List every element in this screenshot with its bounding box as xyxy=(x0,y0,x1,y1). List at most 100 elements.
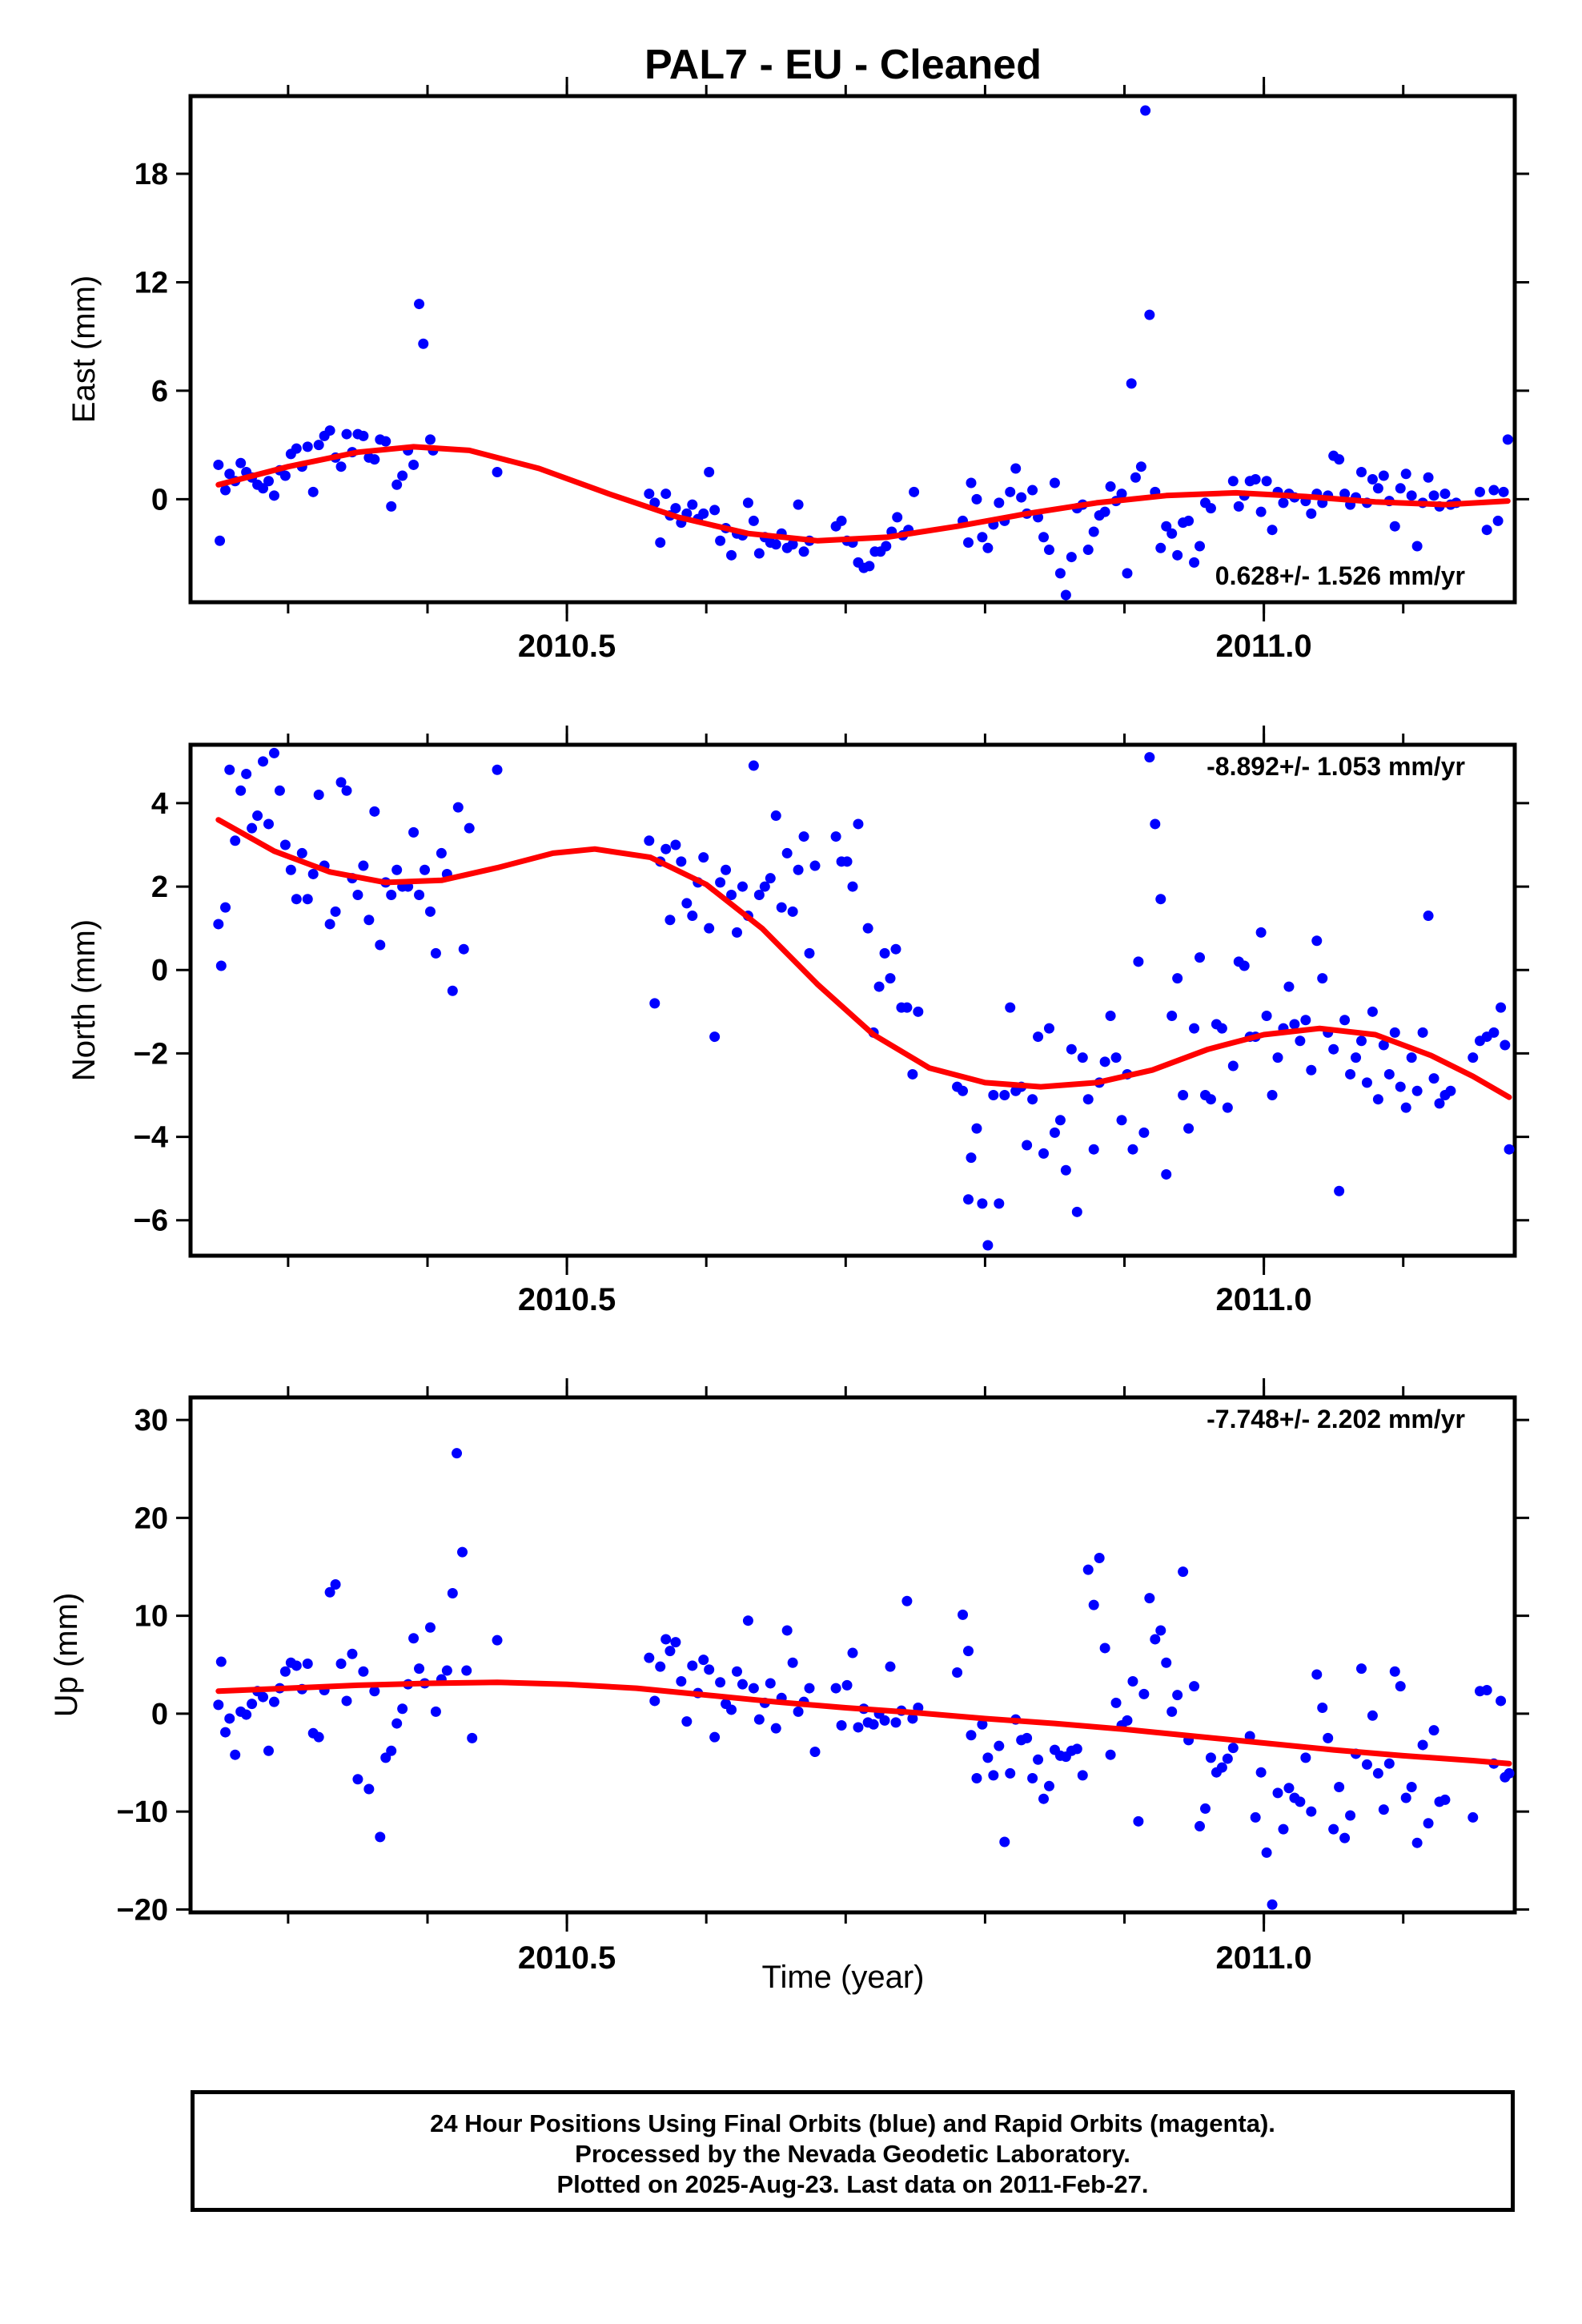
north-data-point-88 xyxy=(885,973,896,984)
east-data-point-10 xyxy=(263,476,274,487)
east-data-point-159 xyxy=(1372,483,1383,494)
up-data-point-152 xyxy=(1272,1787,1283,1799)
up-fit-curve xyxy=(215,1679,1512,1767)
north-data-point-155 xyxy=(1289,1019,1300,1030)
north-data-point-65 xyxy=(737,881,748,892)
north-data-point-22 xyxy=(330,906,341,917)
up-data-point-96 xyxy=(952,1667,963,1679)
north-data-point-12 xyxy=(274,785,285,796)
up-data-point-183 xyxy=(1468,1811,1479,1823)
up-data-point-153 xyxy=(1278,1823,1289,1835)
up-data-point-56 xyxy=(681,1716,693,1727)
east-data-point-124 xyxy=(1155,542,1166,553)
east-data-point-162 xyxy=(1389,521,1400,532)
up-data-point-145 xyxy=(1222,1753,1233,1764)
north-data-point-87 xyxy=(879,947,890,959)
east-data-point-36 xyxy=(408,459,420,470)
north-data-point-116 xyxy=(1071,1206,1082,1217)
up-data-point-51 xyxy=(655,1661,666,1672)
up-data-point-170 xyxy=(1372,1767,1383,1779)
north-data-point-95 xyxy=(958,1085,969,1096)
east-data-point-100 xyxy=(1027,485,1038,496)
east-data-point-130 xyxy=(1189,557,1200,568)
north-data-point-7 xyxy=(247,822,258,834)
east-data-point-111 xyxy=(1088,526,1099,537)
east-data-point-133 xyxy=(1205,503,1216,514)
north-data-point-44 xyxy=(452,802,464,813)
east-data-point-147 xyxy=(1306,508,1317,519)
caption-box: 24 Hour Positions Using Final Orbits (bl… xyxy=(191,2090,1515,2212)
east-data-point-110 xyxy=(1082,545,1094,556)
north-data-point-36 xyxy=(408,826,420,838)
north-data-point-164 xyxy=(1339,1015,1351,1026)
up-data-point-36 xyxy=(408,1633,420,1644)
up-data-point-164 xyxy=(1339,1832,1351,1844)
north-data-point-132 xyxy=(1161,1168,1172,1180)
east-data-point-156 xyxy=(1355,466,1367,477)
north-data-point-174 xyxy=(1395,1081,1406,1092)
north-data-point-102 xyxy=(994,1198,1005,1209)
north-y-tick-label-2: −2 xyxy=(134,1037,168,1071)
north-data-point-126 xyxy=(1127,1144,1138,1155)
east-data-point-1 xyxy=(215,535,226,546)
up-data-point-91 xyxy=(890,1717,901,1728)
east-data-point-88 xyxy=(963,537,974,549)
up-data-point-133 xyxy=(1155,1625,1166,1636)
up-y-tick-label-4: 20 xyxy=(135,1502,168,1535)
east-data-point-38 xyxy=(418,338,429,349)
north-data-point-60 xyxy=(709,1031,721,1043)
north-data-point-110 xyxy=(1038,1148,1050,1159)
east-data-point-27 xyxy=(358,430,369,441)
east-data-point-81 xyxy=(881,541,892,552)
east-data-point-45 xyxy=(661,489,672,500)
up-data-point-112 xyxy=(1038,1793,1050,1804)
up-data-point-100 xyxy=(971,1773,982,1784)
north-data-point-75 xyxy=(793,864,804,875)
up-data-point-48 xyxy=(492,1634,503,1646)
north-data-point-121 xyxy=(1099,1056,1110,1068)
east-data-point-116 xyxy=(1116,489,1127,500)
east-data-point-98 xyxy=(1016,492,1027,503)
north-data-point-17 xyxy=(302,894,313,905)
east-data-point-118 xyxy=(1126,378,1137,389)
up-data-point-32 xyxy=(386,1745,397,1756)
up-data-point-121 xyxy=(1088,1599,1099,1610)
east-data-point-97 xyxy=(1010,463,1022,474)
north-data-point-27 xyxy=(358,860,369,871)
east-data-point-121 xyxy=(1140,105,1151,116)
north-data-point-96 xyxy=(963,1194,974,1205)
north-data-points xyxy=(213,747,1515,1251)
east-data-point-129 xyxy=(1183,515,1195,526)
north-data-point-167 xyxy=(1355,1035,1367,1047)
north-y-tick-label-4: 2 xyxy=(151,870,168,904)
east-data-point-165 xyxy=(1406,490,1417,501)
north-data-point-188 xyxy=(1496,1002,1507,1013)
east-data-point-177 xyxy=(1492,515,1504,526)
up-data-point-139 xyxy=(1189,1681,1200,1692)
north-data-point-162 xyxy=(1328,1043,1339,1055)
north-data-point-111 xyxy=(1043,1023,1054,1034)
up-data-point-123 xyxy=(1099,1642,1110,1654)
up-data-point-57 xyxy=(687,1660,698,1671)
north-data-point-46 xyxy=(464,822,475,834)
up-data-point-136 xyxy=(1172,1690,1183,1701)
up-data-point-128 xyxy=(1127,1676,1138,1687)
east-data-point-103 xyxy=(1043,545,1054,556)
north-data-point-180 xyxy=(1428,1073,1439,1084)
east-data-point-11 xyxy=(268,490,279,501)
north-data-point-114 xyxy=(1060,1164,1071,1176)
east-data-point-62 xyxy=(753,548,765,559)
north-y-axis-label: North (mm) xyxy=(66,919,102,1081)
up-y-axis-label: Up (mm) xyxy=(49,1593,84,1718)
north-data-point-70 xyxy=(765,873,776,884)
north-data-point-107 xyxy=(1022,1140,1033,1151)
east-data-point-78 xyxy=(864,561,875,572)
up-data-point-178 xyxy=(1417,1739,1428,1751)
north-data-point-142 xyxy=(1216,1023,1227,1034)
up-data-point-69 xyxy=(753,1714,765,1725)
north-data-point-190 xyxy=(1504,1144,1515,1155)
north-y-tick-label-0: −6 xyxy=(134,1204,168,1238)
north-data-point-112 xyxy=(1049,1127,1060,1138)
up-data-point-74 xyxy=(781,1625,793,1636)
up-data-point-47 xyxy=(467,1732,478,1743)
